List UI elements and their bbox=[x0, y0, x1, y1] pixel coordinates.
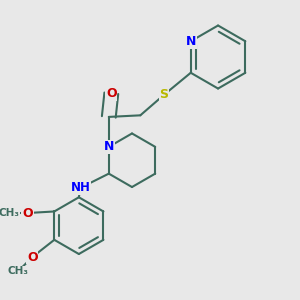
Text: S: S bbox=[160, 88, 169, 101]
Text: CH₃: CH₃ bbox=[0, 208, 20, 218]
Text: N: N bbox=[103, 140, 114, 153]
Text: O: O bbox=[106, 87, 117, 100]
Text: CH₃: CH₃ bbox=[8, 266, 29, 276]
Text: O: O bbox=[22, 206, 33, 220]
Text: O: O bbox=[27, 251, 38, 264]
Text: N: N bbox=[186, 35, 196, 48]
Text: NH: NH bbox=[70, 181, 90, 194]
